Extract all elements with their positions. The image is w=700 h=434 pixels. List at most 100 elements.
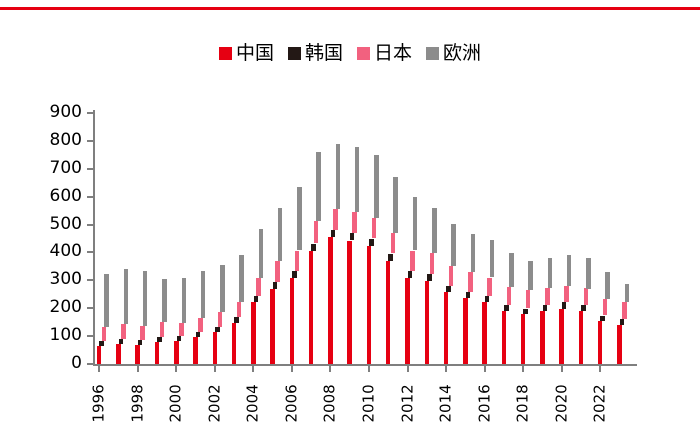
bar-europe-2013 [432,207,437,253]
x-axis-tick-label: 1998 [128,384,147,423]
bar-korea-2002 [215,327,220,332]
y-axis-tick-label: 700 [49,157,82,178]
x-axis-tick-label: 2006 [282,384,301,423]
bar-japan-2015 [468,272,473,292]
bar-korea-1998 [137,339,143,345]
bar-china-2014 [443,291,449,364]
y-axis-tick-label: 300 [49,269,82,290]
x-axis-tick [406,366,409,372]
bar-china-1998 [135,344,140,364]
bar-korea-2019 [542,304,548,312]
y-axis-tick [87,223,93,226]
legend-item-europe: 欧洲 [426,44,481,63]
bar-japan-2009 [352,211,357,233]
bar-korea-1999 [157,336,162,342]
bar-europe-2002 [220,264,225,312]
bar-japan-2023 [622,302,627,319]
bar-europe-2006 [297,186,302,251]
y-axis-tick [87,335,93,338]
bar-china-2023 [617,324,622,364]
bar-europe-2009 [354,146,360,212]
y-axis-tick [87,307,93,310]
bar-korea-2000 [176,336,182,342]
bar-europe-2022 [605,271,610,300]
bar-korea-1997 [118,338,124,344]
bar-korea-2009 [349,232,355,241]
y-axis-tick [87,167,93,170]
bar-japan-2007 [313,220,319,244]
bar-korea-2012 [407,270,413,279]
bar-europe-2017 [509,253,514,287]
legend-label: 韩国 [304,42,343,64]
bar-europe-2010 [374,155,379,218]
bar-europe-1998 [142,270,148,326]
x-axis-line [93,364,637,366]
bar-china-1999 [154,341,160,364]
bar-europe-1996 [104,273,109,327]
bar-china-2013 [424,280,430,364]
bar-europe-2007 [316,152,321,221]
y-axis-tick-label: 200 [49,297,82,318]
y-axis-tick-label: 0 [71,353,82,373]
bar-korea-2011 [388,253,393,262]
y-axis-tick [87,279,93,282]
x-axis-tick-label: 2020 [552,384,571,423]
bar-korea-2001 [195,331,201,337]
bar-korea-2013 [427,274,432,281]
bar-japan-2021 [583,288,589,305]
x-axis-tick-label: 1996 [89,384,108,423]
bar-korea-1996 [99,341,104,347]
y-axis-line [93,110,95,365]
x-axis-tick [213,366,216,372]
bar-japan-2017 [506,286,512,306]
bar-europe-2020 [566,254,572,286]
bar-china-2016 [482,301,487,364]
bar-china-2017 [501,311,507,364]
bar-europe-2018 [528,260,533,291]
bar-china-2022 [597,321,603,364]
bar-china-2019 [540,311,545,364]
bar-korea-2021 [581,304,586,312]
bar-china-2020 [559,309,564,364]
y-axis-tick-label: 100 [49,325,82,346]
bar-europe-1999 [162,278,167,323]
bar-japan-2016 [487,277,492,296]
bar-china-2015 [463,297,468,364]
x-axis-tick [445,366,448,372]
bar-europe-2012 [412,196,418,251]
x-axis-tick-label: 2010 [359,384,378,423]
bar-japan-2012 [410,250,415,271]
bar-korea-2017 [504,305,509,312]
bar-korea-2014 [446,285,451,292]
bar-korea-2010 [369,238,374,247]
bar-china-1997 [116,343,121,364]
x-axis-tick-label: 2016 [475,384,494,423]
bar-japan-2022 [602,299,608,316]
bar-japan-2006 [294,250,300,271]
bar-japan-1998 [140,325,145,340]
bar-korea-2018 [523,308,528,314]
x-axis-tick [329,366,332,372]
x-axis-tick [599,366,602,372]
bar-europe-2019 [547,257,553,288]
chart-legend: 中国 韩国 日本 欧洲 [0,44,700,63]
bar-korea-2007 [311,243,316,252]
bar-japan-1999 [159,322,165,337]
bar-europe-2003 [239,254,244,302]
bar-korea-2023 [619,318,625,325]
bar-korea-2003 [234,316,239,323]
bar-japan-2004 [256,278,261,296]
bar-china-2018 [520,313,526,364]
bar-japan-1997 [121,324,126,339]
bar-china-2004 [251,301,256,364]
y-axis-tick-label: 500 [49,213,82,234]
bar-china-2012 [405,278,410,364]
bar-china-2007 [308,251,314,364]
x-axis-tick [367,366,370,372]
x-axis-tick [136,366,139,372]
bar-europe-2011 [393,177,398,233]
bar-china-2010 [366,246,372,364]
bar-japan-2000 [179,322,184,337]
bar-china-2002 [212,331,218,364]
